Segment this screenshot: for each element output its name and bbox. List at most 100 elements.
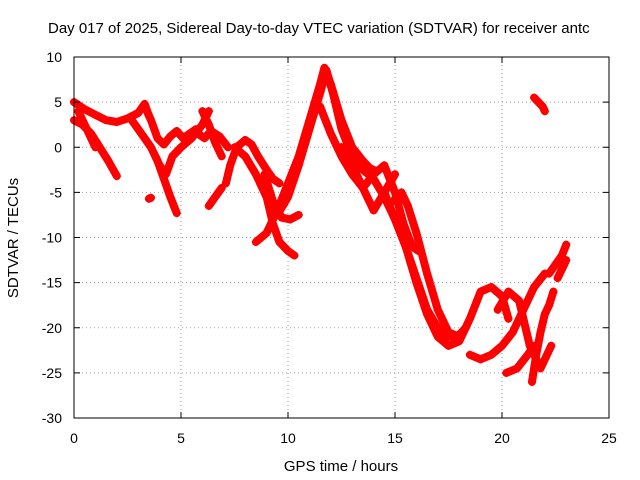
data-point <box>433 323 442 332</box>
data-point <box>215 132 224 141</box>
data-point <box>217 183 226 192</box>
data-point <box>221 179 230 188</box>
data-point <box>211 192 220 201</box>
data-point <box>412 274 421 283</box>
data-point <box>465 314 474 323</box>
x-tick-label: 10 <box>280 430 296 446</box>
data-point <box>168 152 177 161</box>
data-point <box>226 161 235 170</box>
data-point <box>433 332 442 341</box>
y-tick-label: -10 <box>42 230 62 246</box>
data-point <box>465 350 474 359</box>
data-point <box>358 165 367 174</box>
data-point <box>241 152 250 161</box>
data-point <box>91 110 100 119</box>
data-point <box>177 143 185 152</box>
data-point <box>562 240 571 249</box>
data-point <box>502 368 511 377</box>
data-point <box>403 201 412 210</box>
data-point <box>530 283 539 292</box>
data-point <box>140 134 149 143</box>
data-point <box>326 80 335 89</box>
data-point <box>423 305 432 314</box>
data-point <box>444 328 453 337</box>
data-point <box>545 269 554 278</box>
data-point <box>545 301 554 310</box>
data-point <box>455 332 464 341</box>
data-point <box>515 296 524 305</box>
data-point <box>540 310 549 319</box>
data-point <box>290 251 299 260</box>
data-point <box>358 156 367 165</box>
data-point <box>217 152 226 161</box>
data-point <box>538 102 547 111</box>
data-point <box>348 156 357 165</box>
data-point <box>134 125 143 134</box>
data-point <box>140 101 149 110</box>
data-point <box>251 170 260 179</box>
y-tick-label: -30 <box>42 410 62 426</box>
data-point <box>200 134 209 143</box>
data-point <box>320 63 329 72</box>
y-tick-label: 5 <box>54 94 62 110</box>
data-point <box>211 138 220 147</box>
data-point <box>112 172 121 181</box>
data-point <box>198 107 207 116</box>
data-point <box>74 107 83 116</box>
data-point <box>536 328 545 337</box>
series-track-08 <box>194 127 233 152</box>
data-point <box>358 183 367 192</box>
data-point <box>251 238 260 247</box>
data-point <box>134 108 143 117</box>
data-point <box>476 287 485 296</box>
series-line <box>502 341 539 377</box>
x-tick-label: 5 <box>177 430 185 446</box>
data-point <box>391 215 399 224</box>
tick-labels: 0 5 10 15 20 25 -30 -25 -20 -15 -10 -5 0 5 10 <box>42 49 617 446</box>
y-axis-label: SDTVAR / TECUs <box>5 178 22 298</box>
data-point <box>433 305 442 314</box>
data-point <box>256 179 265 188</box>
data-point <box>275 179 284 188</box>
data-point <box>337 143 346 152</box>
data-point <box>172 127 181 136</box>
series-track-17 <box>337 143 513 350</box>
data-point <box>294 152 303 161</box>
x-tick-label: 15 <box>387 430 403 446</box>
y-tick-label: -25 <box>42 365 62 381</box>
data-point <box>147 193 156 202</box>
series-track-23 <box>527 287 558 386</box>
data-point <box>275 238 284 247</box>
data-point <box>204 201 213 210</box>
data-point <box>166 192 175 201</box>
data-point <box>326 129 335 138</box>
data-point <box>498 341 506 350</box>
grid <box>74 57 609 418</box>
data-point <box>369 174 378 183</box>
data-point <box>206 127 215 136</box>
data-point <box>172 209 181 218</box>
series-line <box>530 93 549 116</box>
ticks <box>73 56 610 419</box>
data-point <box>551 260 560 269</box>
series-track-25 <box>553 256 571 283</box>
data-point <box>530 93 539 102</box>
data-point <box>80 105 89 114</box>
data-point <box>102 116 111 125</box>
data-point <box>493 305 502 314</box>
data-point <box>127 116 136 125</box>
series-track-24 <box>545 240 571 278</box>
series-track-13 <box>256 179 299 260</box>
data-point <box>162 170 171 179</box>
data-point <box>369 206 378 215</box>
data-point <box>254 152 263 161</box>
data-point <box>151 152 160 161</box>
x-tick-label: 0 <box>70 430 78 446</box>
data-point <box>553 274 562 283</box>
data-point <box>391 170 399 179</box>
series-line <box>337 143 513 350</box>
data-point <box>269 174 278 183</box>
data-point <box>476 355 485 364</box>
data-point <box>286 215 295 224</box>
